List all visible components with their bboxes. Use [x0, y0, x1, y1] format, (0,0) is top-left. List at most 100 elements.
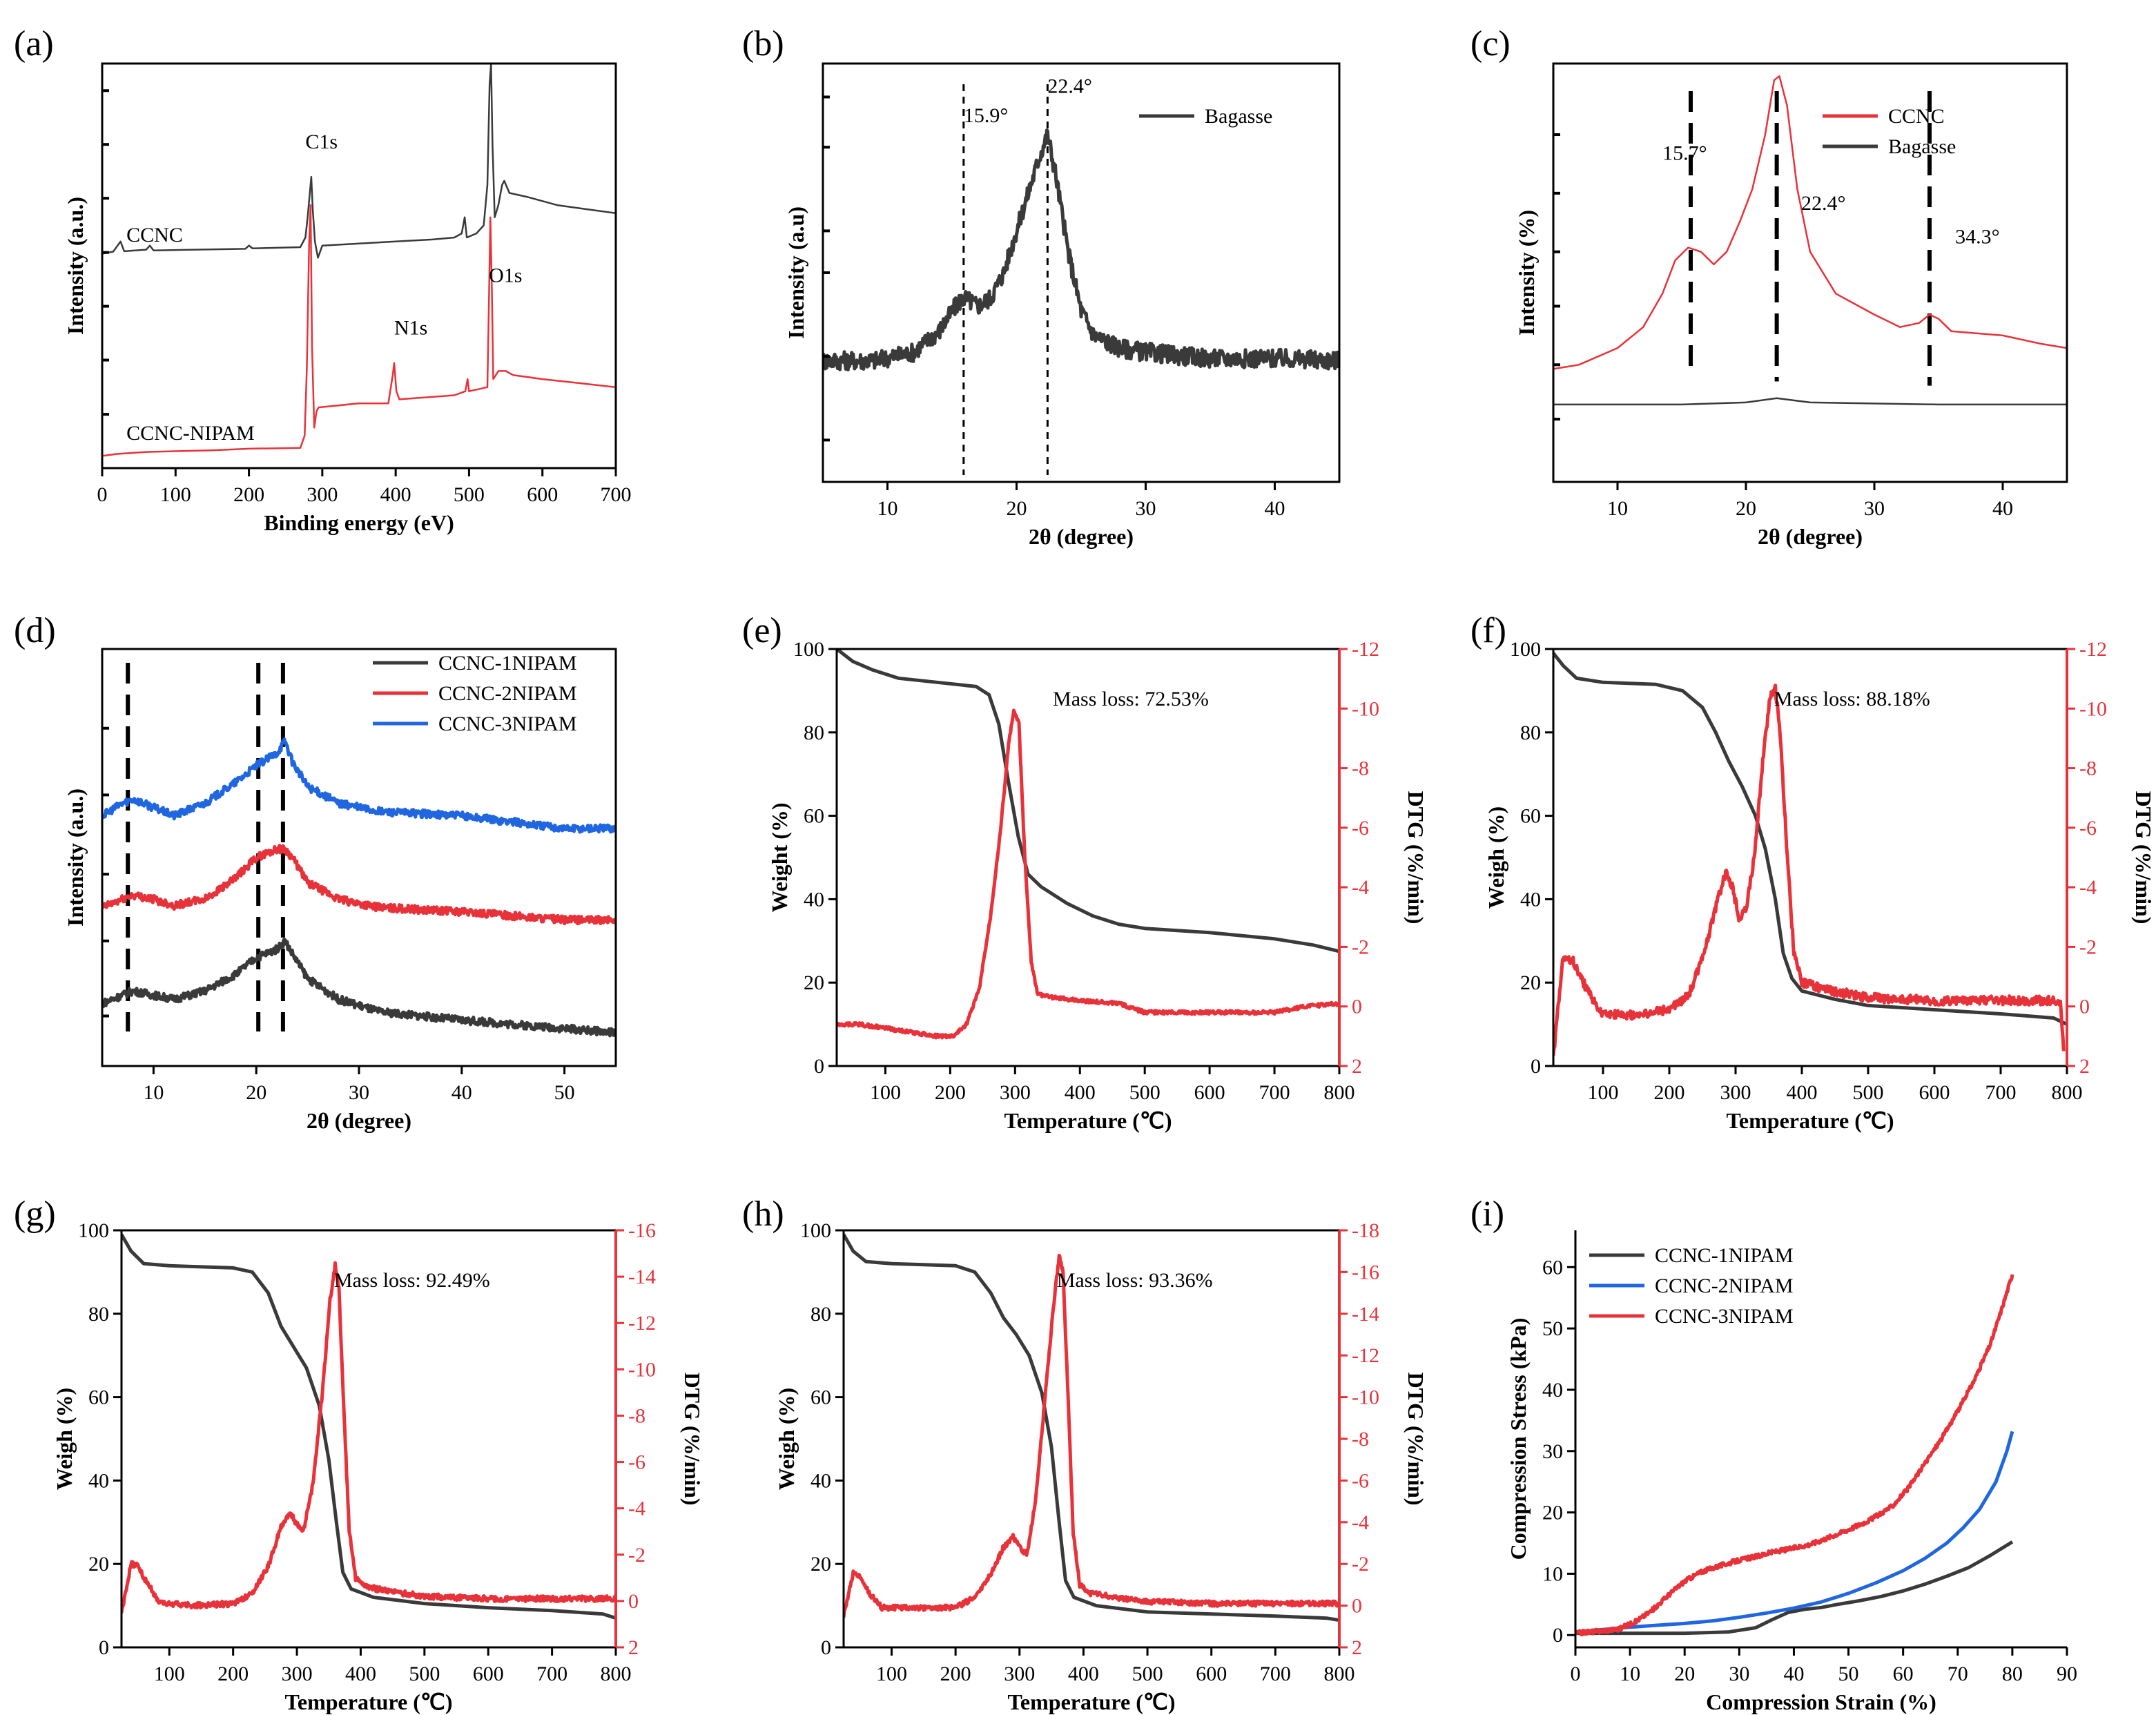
- legend-entry: CCNC-2NIPAM: [438, 682, 577, 705]
- y2-tick-label: -2: [1352, 936, 1369, 958]
- y-tick-label: 0: [1553, 1624, 1563, 1647]
- y-tick-label: 40: [804, 888, 824, 911]
- y-axis-label: Compression Stress (kPa): [1506, 1318, 1531, 1560]
- legend-entry: CCNC: [1888, 105, 1945, 128]
- y-tick-label: 100: [1510, 638, 1541, 661]
- y2-tick-label: -12: [1352, 638, 1379, 661]
- x-tick-label: 200: [940, 1663, 971, 1685]
- x-tick-label: 30: [1136, 497, 1156, 520]
- y-tick-label: 0: [814, 1055, 824, 1078]
- annotation: O1s: [489, 264, 522, 287]
- y2-tick-label: 2: [1352, 1055, 1362, 1078]
- y-tick-label: 20: [810, 1553, 831, 1576]
- x-tick-label: 10: [143, 1081, 164, 1104]
- x-tick-label: 700: [1259, 1081, 1290, 1104]
- y2-tick-label: -8: [628, 1404, 645, 1427]
- x-tick-label: 10: [1620, 1663, 1640, 1685]
- y-tick-label: 40: [88, 1469, 109, 1492]
- y2-tick-label: -10: [2079, 697, 2107, 720]
- y2-tick-label: -14: [1352, 1303, 1379, 1326]
- series-line-ccnc-1nipam: [102, 938, 616, 1038]
- y2-tick-label: 2: [2079, 1055, 2090, 1078]
- x-tick-label: 40: [1992, 497, 2013, 520]
- y2-tick-label: 2: [628, 1636, 639, 1659]
- x-tick-label: 50: [554, 1081, 575, 1104]
- y-tick-label: 0: [1531, 1055, 1541, 1078]
- series-line-ccnc-1nipam: [1575, 1540, 2014, 1636]
- series-line-dtg: [1553, 684, 2066, 1056]
- annotation: 22.4°: [1047, 75, 1092, 97]
- plot-frame: [1552, 62, 2068, 483]
- x-axis-label: Temperature (℃): [1004, 1108, 1172, 1133]
- x-axis-label: Binding energy (eV): [264, 510, 454, 535]
- y2-axis-label: DTG (%/min): [2131, 791, 2156, 924]
- x-tick-label: 400: [380, 483, 411, 506]
- panel-b: (b) 10 20 30 40 2θ (degree) Intensity (a.u) 15.…: [742, 24, 1341, 549]
- series-line-weight: [844, 1233, 1339, 1622]
- panel-label: (e): [742, 611, 782, 650]
- y-tick-label: 80: [804, 721, 824, 744]
- y2-tick-label: -10: [1352, 697, 1379, 720]
- legend-entry: Bagasse: [1888, 135, 1956, 158]
- y-tick-label: 40: [1520, 888, 1541, 911]
- y-tick-label: 80: [88, 1303, 109, 1326]
- x-tick-label: 0: [97, 483, 108, 506]
- series-line-dtg: [837, 708, 1339, 1040]
- panel-g: (g)100 200 300 400 500 600 700 8000204060801002…: [14, 1194, 705, 1714]
- y2-tick-label: -8: [1352, 1428, 1369, 1451]
- plot-frame: [1552, 648, 2068, 1067]
- y2-tick-label: -18: [1352, 1219, 1379, 1242]
- y2-tick-label: -6: [1352, 1469, 1369, 1492]
- x-tick-label: 20: [1007, 497, 1027, 520]
- mass-loss-label: Mass loss: 93.36%: [1057, 1269, 1213, 1292]
- series-line-ccnc: [1553, 75, 2067, 370]
- y2-tick-label: -6: [1352, 817, 1369, 840]
- x-tick-label: 30: [1729, 1663, 1749, 1685]
- annotation: 22.4°: [1801, 192, 1846, 215]
- x-tick-label: 800: [1324, 1081, 1355, 1104]
- x-tick-label: 200: [1654, 1081, 1685, 1104]
- x-tick-label: 100: [154, 1663, 185, 1685]
- panel-label: (f): [1470, 611, 1506, 650]
- x-tick-label: 100: [876, 1663, 907, 1685]
- y2-axis-label: DTG (%/min): [1404, 791, 1428, 924]
- x-tick-label: 200: [935, 1081, 966, 1104]
- x-axis-label: Compression Strain (%): [1706, 1689, 1936, 1714]
- panel-d: (d) 10 20 30 40 50 2θ (degree) Intensity (a.u.)…: [14, 611, 617, 1133]
- y-tick-label: 40: [810, 1469, 831, 1492]
- y-tick-label: 10: [1542, 1562, 1563, 1585]
- x-axis-label: Temperature (℃): [285, 1689, 453, 1714]
- y-axis-label: Weight (%): [767, 802, 792, 912]
- y-axis-label: Intensity (a.u.): [63, 788, 88, 927]
- legend-entry: CCNC-3NIPAM: [438, 713, 577, 735]
- x-tick-label: 30: [1864, 497, 1885, 520]
- panel-label: (c): [1470, 24, 1511, 64]
- y2-tick-label: 0: [2079, 996, 2090, 1018]
- panel-c: (c) 10 20 30 40 2θ (degree) Intensity (%) 15.7°…: [1470, 24, 2068, 549]
- x-tick-label: 400: [1068, 1663, 1099, 1685]
- y2-tick-label: -4: [1352, 1511, 1369, 1534]
- y2-tick-label: -8: [1352, 757, 1369, 780]
- legend-entry: Bagasse: [1205, 105, 1272, 128]
- y-axis-label: Intensity (%): [1514, 210, 1539, 336]
- y-axis-label: Intensity (a.u): [784, 206, 808, 339]
- x-tick-label: 200: [217, 1663, 249, 1685]
- y-tick-label: 60: [1542, 1256, 1563, 1279]
- x-tick-label: 500: [1129, 1081, 1160, 1104]
- series-line-weight: [1553, 652, 2067, 1026]
- x-tick-label: 100: [160, 483, 191, 506]
- x-tick-label: 300: [1000, 1081, 1031, 1104]
- y-tick-label: 100: [78, 1219, 109, 1242]
- annotation: CCNC-NIPAM: [126, 422, 255, 445]
- y2-tick-label: 0: [1352, 1595, 1362, 1618]
- mass-loss-label: Mass loss: 72.53%: [1053, 688, 1209, 710]
- plot-frame: [842, 1229, 1341, 1649]
- annotation: CCNC: [126, 224, 183, 246]
- y2-tick-label: -2: [2079, 936, 2097, 958]
- x-tick-label: 400: [1787, 1081, 1818, 1104]
- x-tick-label: 500: [454, 483, 485, 506]
- x-tick-label: 600: [1194, 1081, 1225, 1104]
- annotation: 15.9°: [964, 104, 1009, 127]
- legend-entry: CCNC-2NIPAM: [1655, 1275, 1794, 1297]
- panel-e: (e)100 200 300 400 500 600 700 8000204060801002…: [742, 611, 1428, 1133]
